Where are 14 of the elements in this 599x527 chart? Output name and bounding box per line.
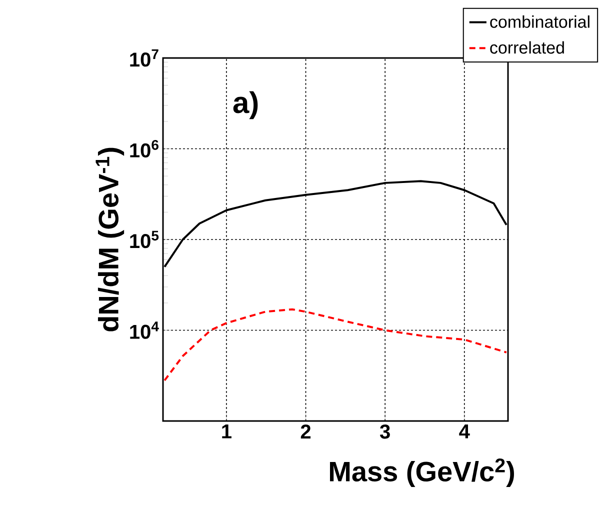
legend-label: combinatorial [490, 15, 590, 28]
y-tick-label: 10$^{4}$ [130, 322, 159, 339]
x-tick-label: 2 [300, 424, 311, 438]
annotation: a) [233, 91, 258, 120]
x-axis-title: Mass (GeV/c$^{2}$) [330, 458, 514, 488]
x-tick-label: 3 [380, 424, 390, 439]
legend-label: correlated [490, 41, 564, 54]
x-tick-label: 1 [222, 424, 232, 438]
y-axis-title: dN/dM (GeV$^{-1}$) [96, 148, 124, 332]
y-tick-label: 10$^{6}$ [130, 140, 158, 158]
line-series [164, 308, 508, 382]
x-tick-label: 4 [459, 424, 470, 438]
y-tick-label: 10$^{5}$ [130, 230, 159, 248]
y-tick-label: 10$^{7}$ [130, 49, 158, 67]
